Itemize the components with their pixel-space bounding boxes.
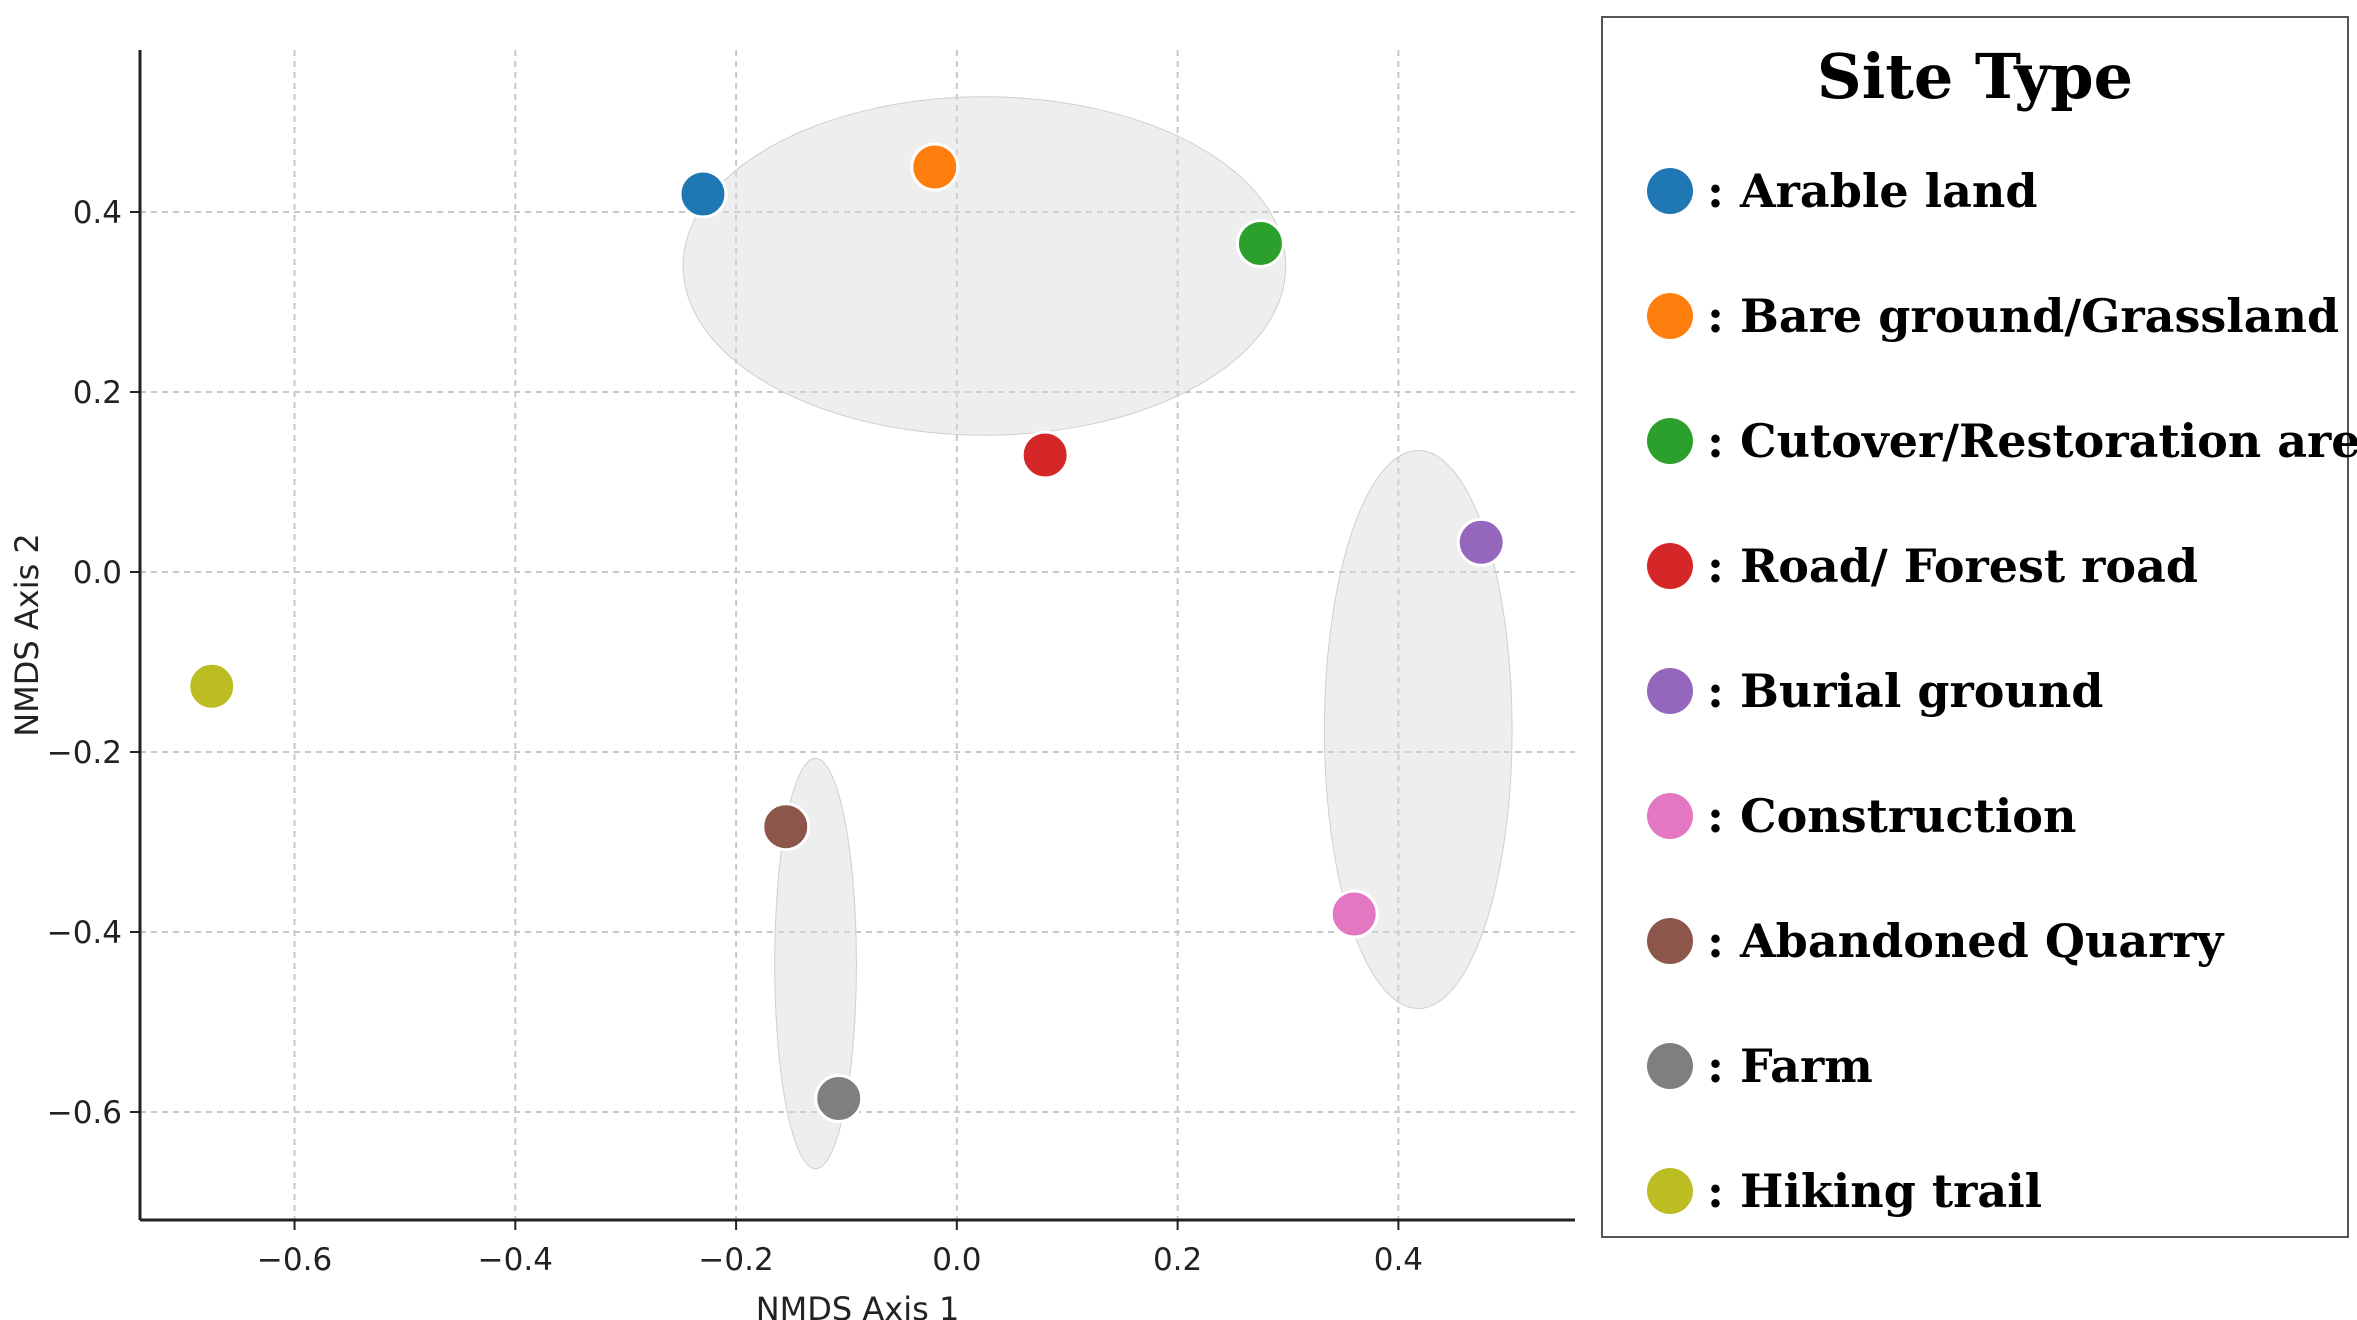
legend-label: : Road/ Forest road bbox=[1707, 539, 2199, 593]
y-tick-label: −0.2 bbox=[47, 735, 122, 771]
legend-item: : Construction bbox=[1647, 786, 2076, 846]
cluster-ellipse bbox=[682, 96, 1287, 436]
cluster-ellipse bbox=[774, 757, 857, 1170]
legend-item: : Burial ground bbox=[1647, 661, 2103, 721]
data-point bbox=[1329, 889, 1379, 939]
nmds-scatter-chart: −0.6 −0.4 −0.2 0.0 0.2 0.4 −0.6 −0.4 −0.2 0.0 0.2 0… bbox=[8, 50, 1575, 1320]
legend-item: : Arable land bbox=[1647, 161, 2038, 221]
x-tick-label: −0.6 bbox=[257, 1242, 332, 1278]
data-point bbox=[1456, 517, 1506, 567]
legend-marker bbox=[1647, 418, 1693, 464]
x-tick-label: 0.0 bbox=[932, 1242, 981, 1278]
legend-label: : Burial ground bbox=[1707, 664, 2104, 718]
data-point bbox=[1235, 219, 1285, 268]
legend-marker bbox=[1647, 918, 1693, 964]
legend-marker bbox=[1647, 1168, 1693, 1214]
axes bbox=[130, 50, 1575, 1230]
y-tick-label: 0.4 bbox=[73, 195, 122, 231]
legend: Site Type : Arable land : Bare ground/Gra… bbox=[1601, 16, 2357, 1238]
x-tick-label: 0.4 bbox=[1374, 1242, 1423, 1278]
y-axis-label: NMDS Axis 2 bbox=[8, 533, 46, 737]
legend-marker bbox=[1647, 793, 1693, 839]
legend-item: : Road/ Forest road bbox=[1647, 536, 2198, 596]
legend-marker bbox=[1647, 668, 1693, 714]
x-axis-label: NMDS Axis 1 bbox=[756, 1290, 960, 1320]
legend-label: : Farm bbox=[1707, 1039, 1873, 1093]
legend-label: : Abandoned Quarry bbox=[1707, 914, 2224, 968]
legend-marker bbox=[1647, 293, 1693, 339]
tick-labels: −0.6 −0.4 −0.2 0.0 0.2 0.4 −0.6 −0.4 −0.2 0.0 0.2 0… bbox=[47, 195, 1423, 1278]
legend-label: : Arable land bbox=[1707, 164, 2038, 218]
legend-item: : Farm bbox=[1647, 1036, 1873, 1096]
data-point bbox=[910, 142, 960, 192]
x-tick-label: −0.2 bbox=[698, 1242, 773, 1278]
legend-item: : Abandoned Quarry bbox=[1647, 911, 2223, 971]
cluster-ellipse bbox=[1323, 450, 1513, 1009]
y-tick-label: 0.2 bbox=[73, 375, 122, 411]
data-point bbox=[814, 1074, 864, 1123]
legend-item: : Bare ground/Grassland bbox=[1647, 286, 2339, 346]
legend-label: : Cutover/Restoration area bbox=[1707, 414, 2357, 468]
legend-label: : Bare ground/Grassland bbox=[1707, 289, 2340, 343]
legend-item: : Hiking trail bbox=[1647, 1161, 2042, 1221]
data-points bbox=[187, 142, 1506, 1123]
legend-title: Site Type bbox=[1816, 40, 2134, 113]
x-tick-label: 0.2 bbox=[1153, 1242, 1202, 1278]
data-point bbox=[1020, 430, 1070, 480]
legend-label: : Hiking trail bbox=[1707, 1164, 2043, 1218]
y-tick-label: −0.4 bbox=[47, 915, 122, 951]
legend-label: : Construction bbox=[1707, 789, 2077, 843]
legend-item: : Cutover/Restoration area bbox=[1647, 411, 2357, 471]
data-point bbox=[187, 661, 237, 711]
data-point bbox=[761, 802, 811, 852]
y-tick-label: −0.6 bbox=[47, 1095, 122, 1131]
legend-marker bbox=[1647, 1043, 1693, 1089]
cluster-ellipses bbox=[682, 96, 1513, 1170]
legend-marker bbox=[1647, 543, 1693, 589]
y-tick-label: 0.0 bbox=[73, 555, 122, 591]
x-tick-label: −0.4 bbox=[478, 1242, 553, 1278]
legend-marker bbox=[1647, 168, 1693, 214]
data-point bbox=[678, 169, 728, 219]
